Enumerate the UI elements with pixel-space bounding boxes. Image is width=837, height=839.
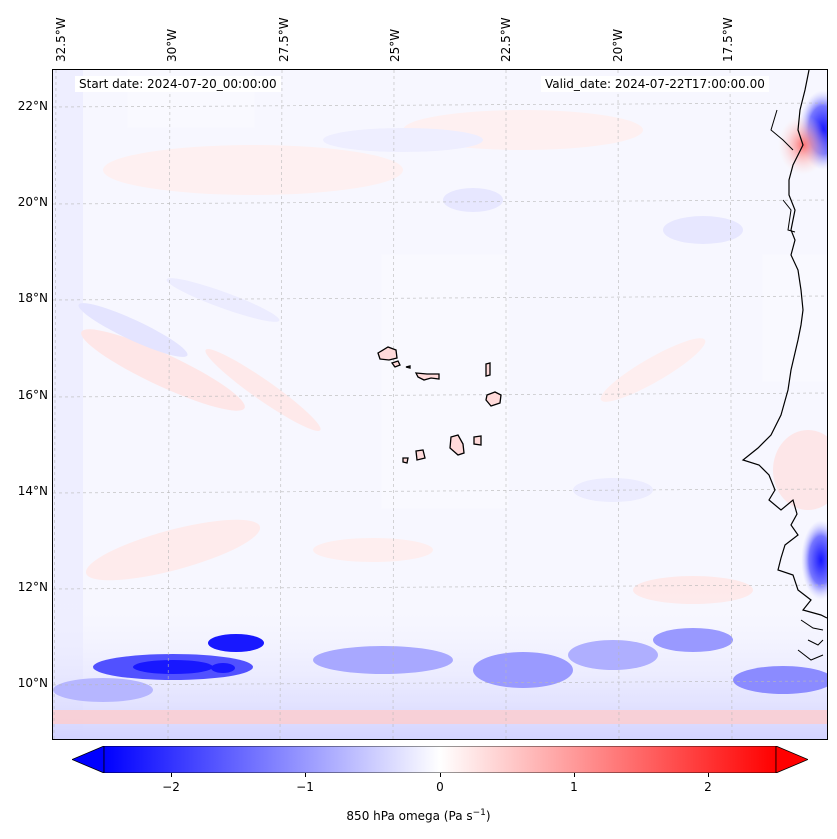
colorbar-extend-high — [775, 746, 808, 773]
island-santa-luzia — [405, 365, 411, 369]
cb-tick-label-neg2: −2 — [162, 780, 180, 794]
lat-label-14n: 14°N — [17, 484, 48, 498]
lon-label-30w: 30°W — [165, 28, 179, 62]
colorbar-label-exponent: −1 — [472, 808, 486, 818]
cb-tick-label-2: 2 — [704, 780, 712, 794]
colorbar-label: 850 hPa omega (Pa s−1) — [0, 808, 837, 823]
omega-field — [53, 70, 827, 739]
colorbar-label-main: 850 hPa omega (Pa s — [346, 809, 473, 823]
valid-date-label: Valid_date: 2024-07-22T17:00:00.00 — [541, 76, 769, 92]
coast-islands-south — [797, 619, 824, 661]
cb-tick-mark-neg2 — [171, 773, 172, 777]
cb-tick-mark-1 — [574, 773, 575, 777]
africa-coastline — [741, 70, 827, 619]
start-date-label: Start date: 2024-07-20_00:00:00 — [75, 76, 281, 92]
lon-label-22-5w: 22.5°W — [499, 17, 513, 62]
lat-label-10n: 10°N — [17, 676, 48, 690]
lat-label-20n: 20°N — [17, 195, 48, 209]
island-santo-antao — [377, 346, 398, 361]
map-canvas — [53, 70, 827, 739]
island-boa-vista — [485, 391, 502, 407]
island-santiago — [449, 434, 465, 456]
coast-inlet — [770, 109, 796, 233]
island-fogo — [415, 449, 426, 461]
lon-label-32-5w: 32.5°W — [54, 17, 68, 62]
cb-tick-mark-2 — [708, 773, 709, 777]
colorbar-extend-low — [72, 746, 105, 773]
island-sao-nicolau — [414, 372, 440, 381]
cape-verde-islands — [377, 346, 502, 464]
island-sao-vicente — [390, 360, 401, 368]
island-maio — [473, 435, 482, 446]
lon-label-20w: 20°W — [611, 28, 625, 62]
omega-map — [52, 69, 828, 740]
lon-label-27-5w: 27.5°W — [277, 17, 291, 62]
colorbar-body — [103, 746, 777, 773]
cb-tick-label-neg1: −1 — [296, 780, 314, 794]
island-brava — [402, 457, 409, 464]
colorbar-label-end: ) — [485, 809, 491, 823]
island-sal — [485, 362, 491, 377]
cb-tick-mark-neg1 — [305, 773, 306, 777]
cb-tick-mark-0 — [440, 773, 441, 777]
lon-label-17-5w: 17.5°W — [721, 17, 735, 62]
cb-tick-label-1: 1 — [570, 780, 578, 794]
lat-label-16n: 16°N — [17, 388, 48, 402]
colorbar — [72, 746, 808, 773]
cb-tick-label-0: 0 — [436, 780, 444, 794]
lat-label-18n: 18°N — [17, 291, 48, 305]
lat-label-12n: 12°N — [17, 580, 48, 594]
lon-label-25w: 25°W — [388, 28, 402, 62]
lat-label-22n: 22°N — [17, 99, 48, 113]
